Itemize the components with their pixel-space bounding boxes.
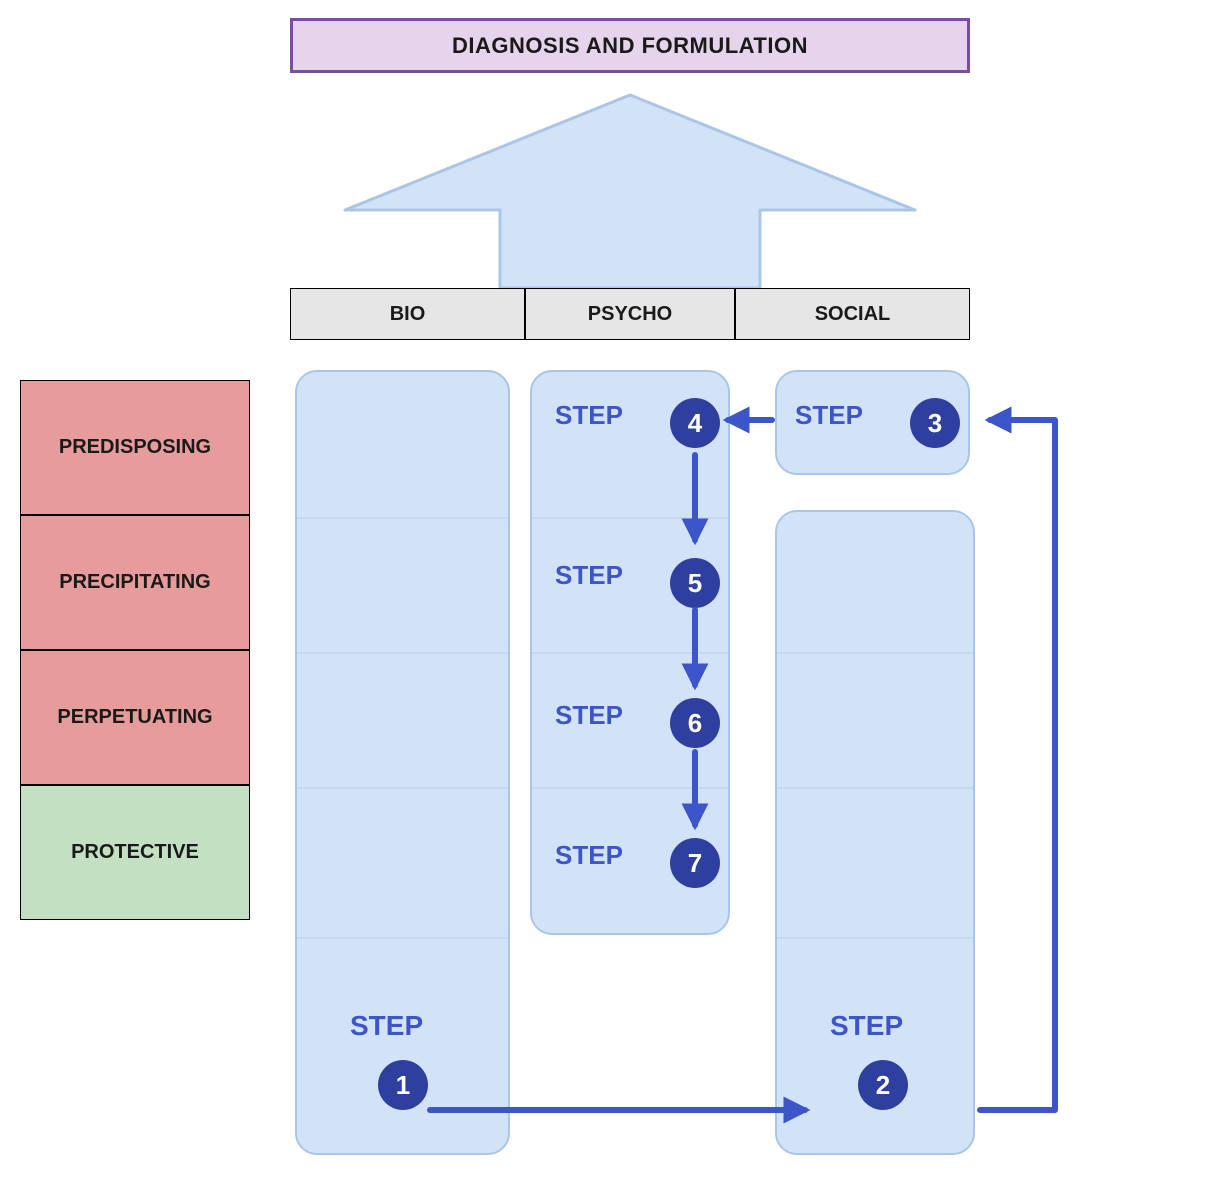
step-number: 3 [928,408,942,439]
step-label-5: STEP [555,560,623,591]
row-label-precipitating: PRECIPITATING [20,515,250,650]
row-label-text: PRECIPITATING [59,571,210,594]
step-label-3: STEP [795,400,863,431]
step-circle-4: 4 [670,398,720,448]
row-label-perpetuating: PERPETUATING [20,650,250,785]
step-number: 4 [688,408,702,439]
column-header-social: SOCIAL [735,288,970,340]
step-label-2: STEP [830,1010,903,1042]
flow-arrow-2-to-3 [980,420,1055,1110]
step-circle-6: 6 [670,698,720,748]
title-box: DIAGNOSIS AND FORMULATION [290,18,970,73]
row-label-text: PERPETUATING [57,706,212,729]
row-label-predisposing: PREDISPOSING [20,380,250,515]
diagram-root: DIAGNOSIS AND FORMULATION BIO PSYCHO SOCIAL… [0,0,1224,1202]
column-header-bio: BIO [290,288,525,340]
step-circle-3: 3 [910,398,960,448]
step-label-6: STEP [555,700,623,731]
row-label-text: PREDISPOSING [59,436,211,459]
row-label-text: PROTECTIVE [71,841,199,864]
step-number: 5 [688,568,702,599]
panel-divider [297,517,508,519]
column-header-label: PSYCHO [588,303,672,326]
step-circle-5: 5 [670,558,720,608]
panel-divider [297,787,508,789]
step-circle-1: 1 [378,1060,428,1110]
panel-divider [532,787,728,789]
row-label-protective: PROTECTIVE [20,785,250,920]
panel-social_bot [775,510,975,1155]
step-number: 7 [688,848,702,879]
step-number: 6 [688,708,702,739]
panel-divider [777,787,973,789]
step-number: 1 [396,1070,410,1101]
panel-divider [777,652,973,654]
column-header-psycho: PSYCHO [525,288,735,340]
panel-divider [532,652,728,654]
step-circle-2: 2 [858,1060,908,1110]
step-label-7: STEP [555,840,623,871]
panel-divider [297,937,508,939]
step-label-1: STEP [350,1010,423,1042]
panel-divider [297,652,508,654]
step-number: 2 [876,1070,890,1101]
column-header-label: SOCIAL [815,303,891,326]
step-circle-7: 7 [670,838,720,888]
big-up-arrow-icon [345,95,915,288]
step-label-4: STEP [555,400,623,431]
title-text: DIAGNOSIS AND FORMULATION [452,33,808,59]
panel-divider [777,937,973,939]
column-header-label: BIO [390,303,426,326]
panel-divider [532,517,728,519]
